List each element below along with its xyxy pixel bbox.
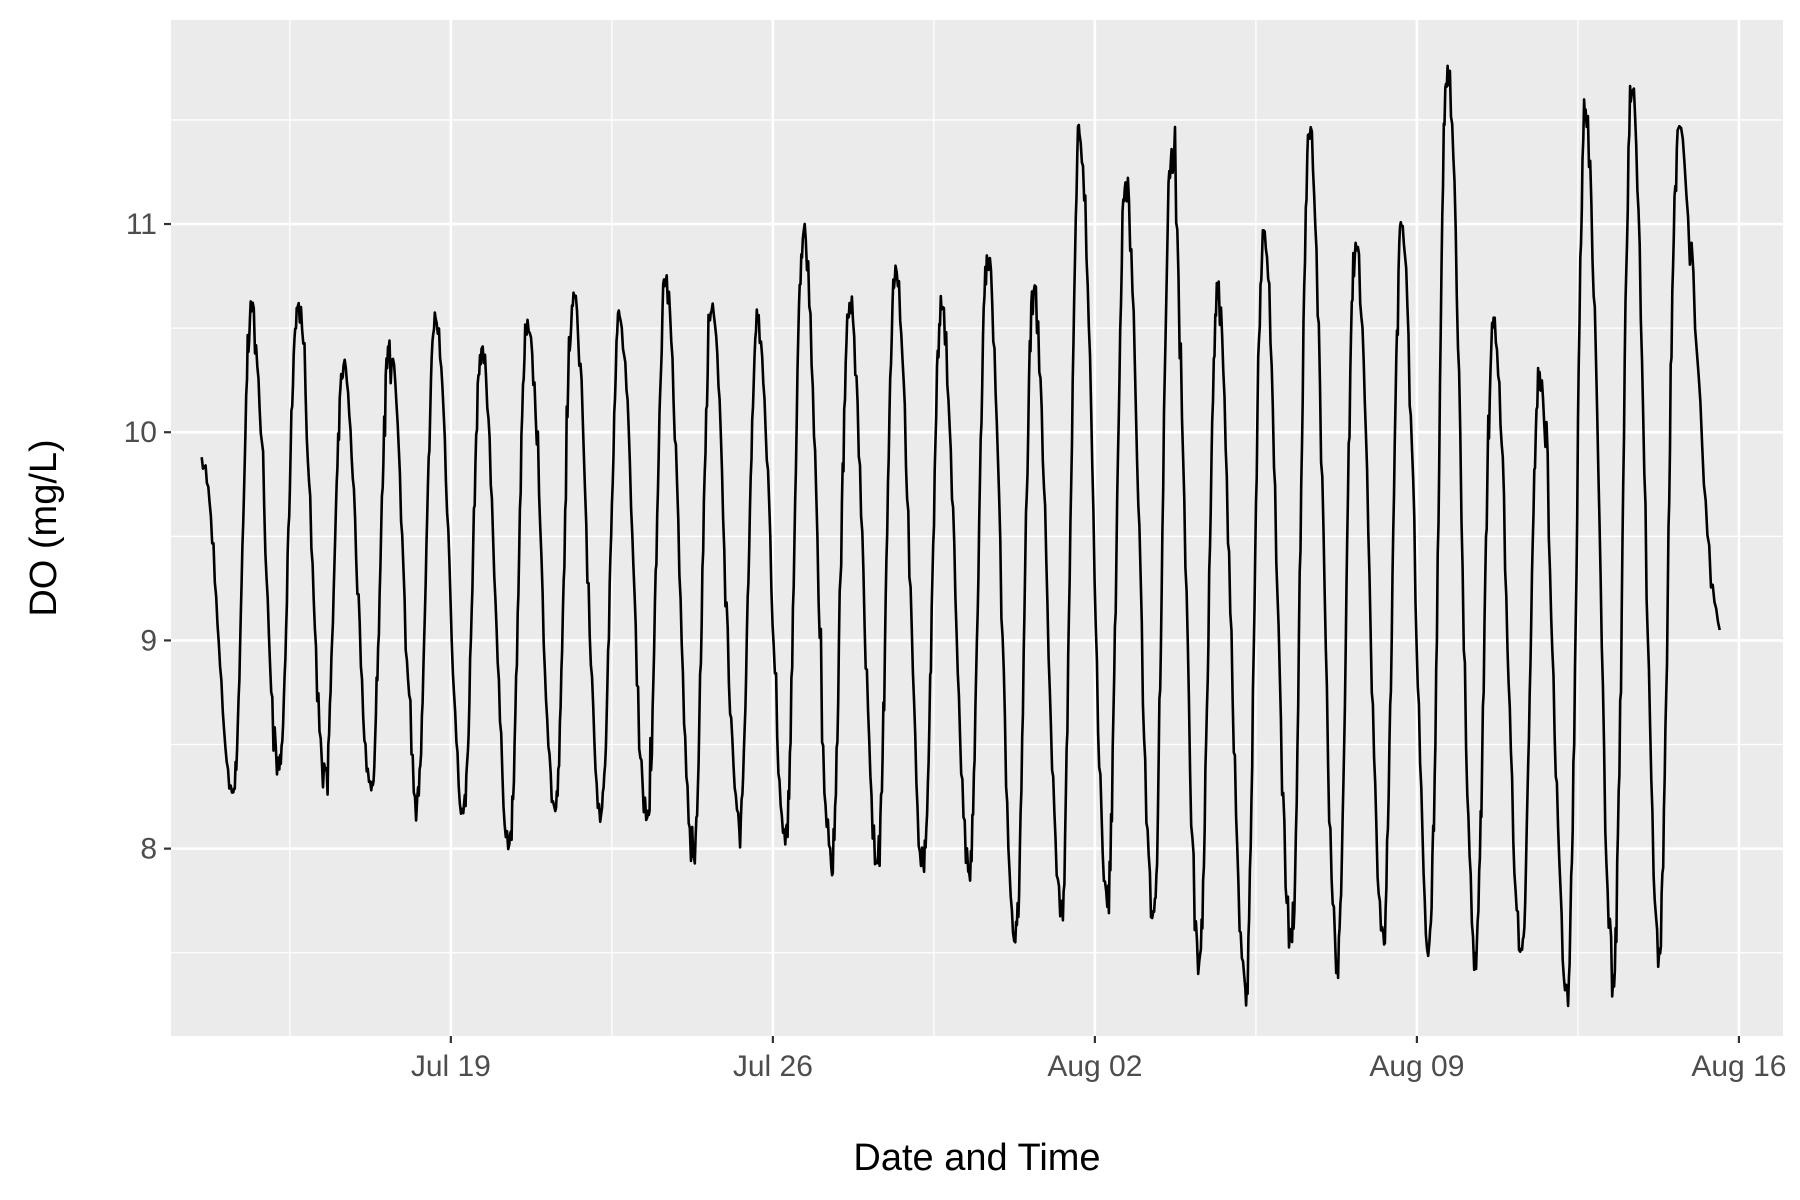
y-axis-ticks: 8 9 10 11: [124, 208, 171, 866]
y-axis-title: DO (mg/L): [23, 439, 65, 616]
x-tick-label: Aug 09: [1369, 1050, 1464, 1083]
x-tick-label: Jul 19: [411, 1050, 491, 1083]
plot-panel: [171, 20, 1783, 1036]
y-tick-label: 8: [140, 833, 157, 866]
x-axis-title: Date and Time: [853, 1137, 1100, 1179]
x-tick-label: Aug 02: [1047, 1050, 1142, 1083]
x-axis-ticks: Jul 19 Jul 26 Aug 02 Aug 09 Aug 16: [411, 1036, 1786, 1083]
y-tick-label: 11: [126, 208, 157, 241]
y-tick-label: 10: [124, 416, 157, 449]
x-tick-label: Jul 26: [733, 1050, 813, 1083]
x-tick-label: Aug 16: [1691, 1050, 1786, 1083]
series-line: [200, 64, 1721, 1008]
y-tick-label: 9: [140, 624, 157, 657]
